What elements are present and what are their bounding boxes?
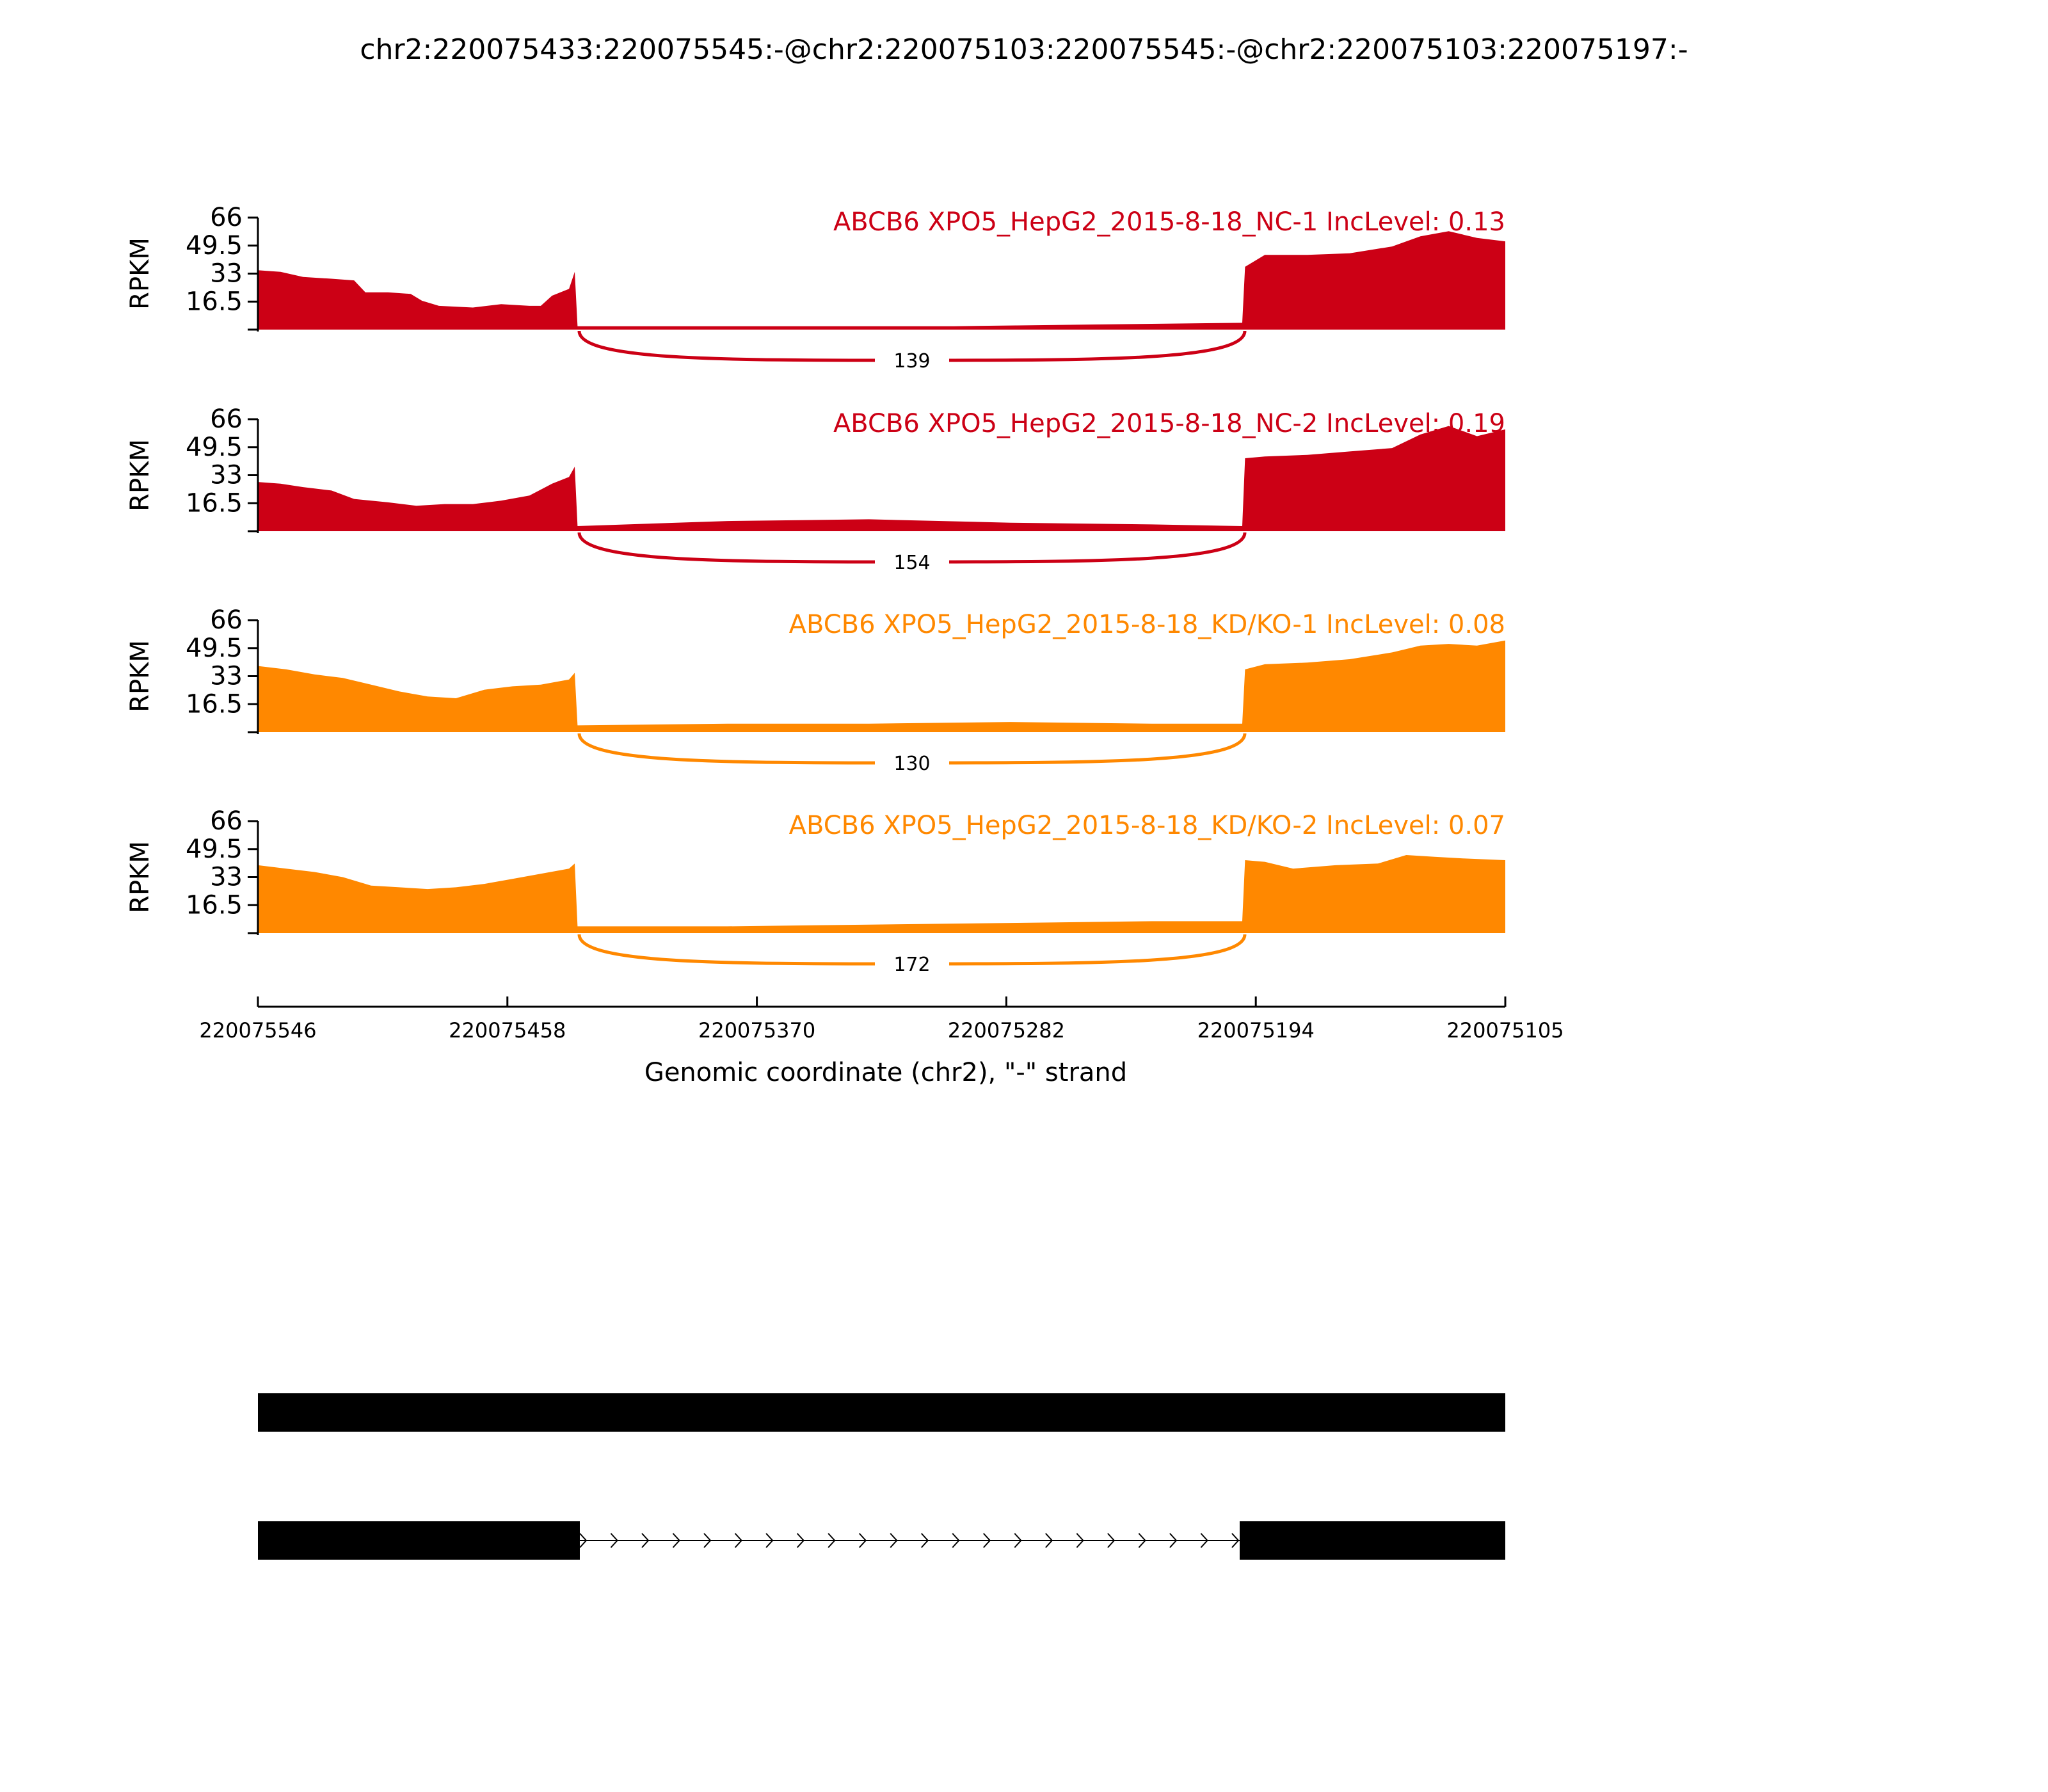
strand-chevron [1200, 1533, 1208, 1548]
junction-count-box [875, 548, 949, 576]
y-tick-label: 33 [210, 662, 243, 691]
x-tick-label: 220075282 [948, 1018, 1065, 1043]
strand-chevron [1014, 1533, 1022, 1548]
x-axis-label: Genomic coordinate (chr2), "-" strand [644, 1058, 1127, 1087]
strand-chevron [1138, 1533, 1146, 1548]
x-tick-label: 220075105 [1446, 1018, 1564, 1043]
junction-count: 154 [893, 552, 930, 574]
x-tick-label: 220075194 [1197, 1018, 1315, 1043]
y-axis-label: RPKM [125, 640, 155, 712]
coverage-area [258, 855, 1505, 933]
strand-chevron [734, 1533, 742, 1548]
y-tick-label: 16.5 [186, 689, 243, 719]
page-title: chr2:220075433:220075545:-@chr2:22007510… [360, 33, 1688, 66]
x-tick-label: 220075458 [449, 1018, 566, 1043]
y-tick-label: 49.5 [186, 231, 243, 260]
strand-chevron [579, 1533, 588, 1548]
y-tick-label: 33 [210, 863, 243, 892]
strand-chevron [921, 1533, 929, 1548]
strand-chevron [765, 1533, 774, 1548]
y-tick-label: 33 [210, 259, 243, 289]
strand-chevron [858, 1533, 867, 1548]
y-tick-label: 33 [210, 461, 243, 490]
strand-chevron [703, 1533, 712, 1548]
strand-chevron [1169, 1533, 1178, 1548]
isoform-2-exon-left [258, 1521, 580, 1560]
strand-chevron [1045, 1533, 1053, 1548]
track-label: ABCB6 XPO5_HepG2_2015-8-18_KD/KO-2 IncLe… [789, 811, 1505, 840]
junction-count-box [875, 749, 949, 777]
y-axis-label: RPKM [125, 237, 155, 310]
junction-count: 130 [893, 753, 930, 775]
y-tick-label: 66 [210, 404, 243, 434]
track-label: ABCB6 XPO5_HepG2_2015-8-18_NC-1 IncLevel… [833, 207, 1505, 237]
junction-count-box [875, 346, 949, 374]
junction-count-box [875, 950, 949, 978]
coverage-area [258, 640, 1505, 732]
y-tick-label: 49.5 [186, 433, 243, 462]
y-axis-label: RPKM [125, 439, 155, 511]
x-tick-label: 220075370 [698, 1018, 815, 1043]
strand-chevron [1231, 1533, 1240, 1548]
strand-chevron [796, 1533, 805, 1548]
junction-count: 139 [893, 350, 930, 372]
isoform-2-exon-right [1239, 1521, 1505, 1560]
y-axis-label: RPKM [125, 841, 155, 913]
track-label: ABCB6 XPO5_HepG2_2015-8-18_KD/KO-1 IncLe… [789, 610, 1505, 639]
strand-chevron [610, 1533, 618, 1548]
coverage-area [258, 231, 1505, 330]
strand-chevron [641, 1533, 650, 1548]
strand-chevron [1076, 1533, 1084, 1548]
coverage-area [258, 426, 1505, 531]
y-tick-label: 16.5 [186, 488, 243, 518]
y-tick-label: 49.5 [186, 634, 243, 663]
strand-chevron [890, 1533, 898, 1548]
y-tick-label: 66 [210, 806, 243, 836]
strand-chevron [952, 1533, 960, 1548]
track-label: ABCB6 XPO5_HepG2_2015-8-18_NC-2 IncLevel… [833, 409, 1505, 438]
y-tick-label: 49.5 [186, 835, 243, 864]
strand-chevron [672, 1533, 680, 1548]
strand-chevron [1107, 1533, 1116, 1548]
isoform-1-exon [258, 1393, 1505, 1432]
y-tick-label: 16.5 [186, 890, 243, 920]
x-tick-label: 220075546 [199, 1018, 316, 1043]
strand-chevron [828, 1533, 836, 1548]
y-tick-label: 66 [210, 203, 243, 232]
strand-chevron [983, 1533, 991, 1548]
junction-count: 172 [893, 954, 930, 976]
y-tick-label: 16.5 [186, 287, 243, 316]
y-tick-label: 66 [210, 605, 243, 635]
